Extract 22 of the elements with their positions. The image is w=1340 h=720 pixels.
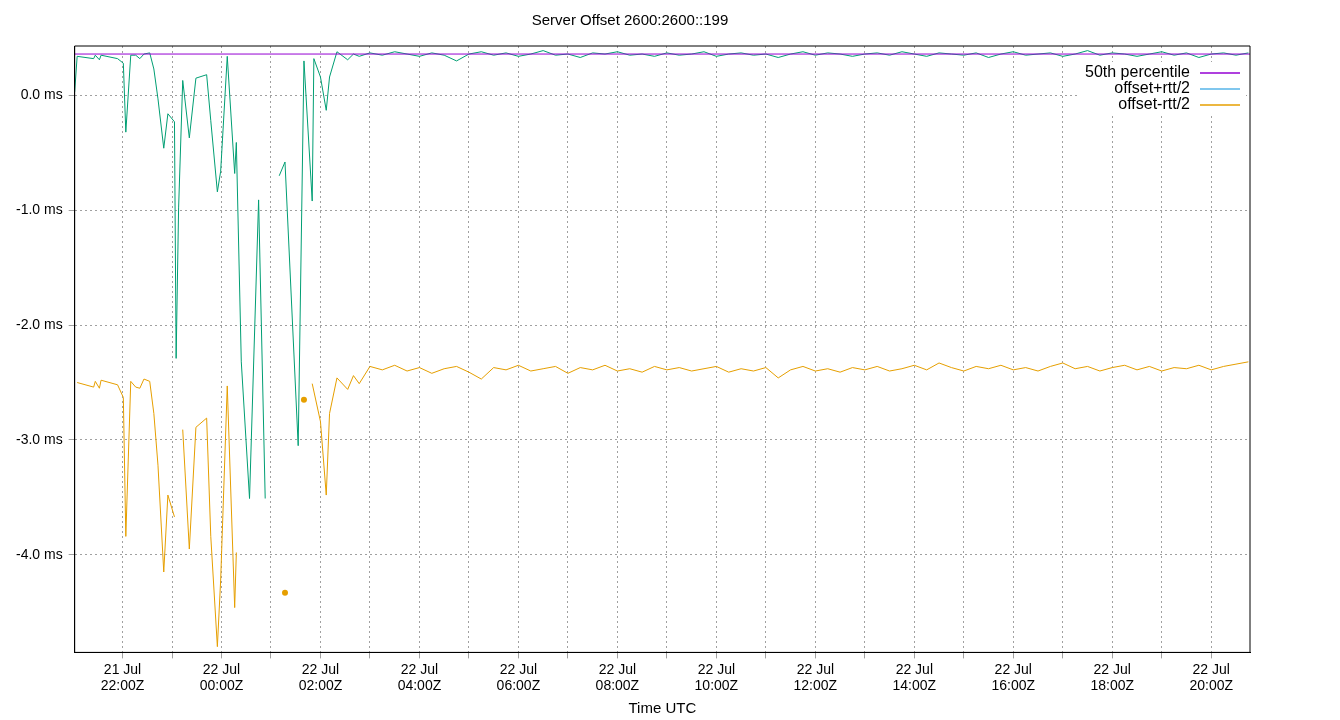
legend-label: 50th percentile	[1085, 63, 1191, 81]
x-tick-label: 22 Jul 12:00Z	[793, 660, 838, 694]
x-tick-label: 22 Jul 16:00Z	[991, 660, 1036, 694]
legend-label: offset+rtt/2	[1114, 79, 1191, 97]
y-tick-label: 0.0 ms	[20, 86, 63, 103]
x-axis-title: Time UTC	[628, 699, 697, 717]
x-tick-label: 22 Jul 10:00Z	[694, 660, 739, 694]
x-tick-label: 22 Jul 18:00Z	[1090, 660, 1135, 694]
x-tick-label: 22 Jul 06:00Z	[496, 660, 541, 694]
y-tick-label: -4.0 ms	[15, 545, 63, 562]
x-tick-label: 22 Jul 00:00Z	[199, 660, 244, 694]
y-tick-label: -1.0 ms	[15, 201, 63, 218]
x-tick-label: 22 Jul 04:00Z	[397, 660, 442, 694]
x-tick-label: 22 Jul 08:00Z	[595, 660, 640, 694]
x-tick-label: 22 Jul 20:00Z	[1189, 660, 1234, 694]
legend-label: offset-rtt/2	[1118, 95, 1191, 113]
y-tick-label: -3.0 ms	[15, 430, 63, 447]
y-tick-label: -2.0 ms	[15, 315, 63, 332]
x-tick-label: 22 Jul 02:00Z	[298, 660, 343, 694]
chart-title: Server Offset 2600:2600::199	[531, 11, 729, 29]
x-tick-label: 21 Jul 22:00Z	[100, 660, 145, 694]
x-tick-label: 22 Jul 14:00Z	[892, 660, 937, 694]
